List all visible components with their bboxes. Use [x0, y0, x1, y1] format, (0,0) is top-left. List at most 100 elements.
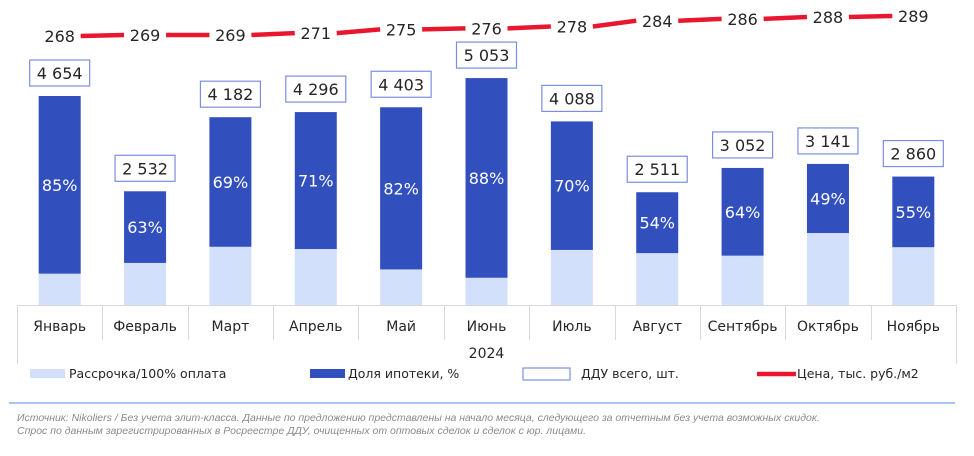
price-label: 275: [386, 20, 417, 39]
bar-mortgage: [892, 176, 935, 248]
mortgage-share-label: 63%: [127, 218, 163, 237]
total-label: 5 053: [464, 46, 510, 65]
category-label: Ноябрь: [887, 319, 940, 335]
legend-label-mortgage: Доля ипотеки, %: [348, 366, 459, 381]
bar-installment: [636, 253, 679, 305]
bar-mortgage: [465, 78, 508, 278]
total-label: 4 182: [208, 85, 254, 104]
total-label: 2 532: [122, 159, 168, 178]
mortgage-share-label: 88%: [469, 169, 505, 188]
legend-label-total: ДДУ всего, шт.: [581, 366, 679, 381]
category-label: Апрель: [289, 319, 342, 335]
price-label: 284: [642, 12, 673, 31]
price-line-segment: [422, 26, 466, 32]
total-label-box: [711, 131, 774, 159]
total-label: 4 296: [293, 80, 339, 99]
legend-swatch-mortgage: [310, 369, 345, 378]
category-axis: Январь Февраль Март Апрель Май Июнь Июль Август…: [17, 305, 957, 364]
price-label: 269: [130, 26, 161, 45]
price-line: [80, 13, 893, 39]
bar-installment: [380, 269, 423, 305]
price-line-segment: [336, 27, 381, 36]
price-label: 288: [813, 8, 844, 27]
total-label-box: [370, 70, 432, 98]
price-label: 289: [898, 7, 929, 26]
legend-label-price: Цена, тыс. руб./м2: [797, 366, 919, 381]
mortgage-share-label: 70%: [554, 177, 590, 196]
total-label-box: [455, 41, 518, 69]
price-label: 276: [471, 19, 502, 38]
bar-mortgage: [636, 192, 679, 254]
category-label: Август: [633, 319, 682, 335]
legend-swatch-total: [522, 367, 571, 381]
total-label-box: [797, 127, 859, 155]
bar-installment: [892, 247, 935, 305]
bar-installment: [465, 277, 508, 305]
legend-label-installment: Рассрочка/100% оплата: [69, 366, 226, 381]
price-line-segment: [763, 14, 808, 22]
footnote-divider: [9, 402, 955, 404]
mortgage-share-label: 71%: [298, 172, 334, 191]
category-label: Январь: [33, 319, 86, 335]
total-label-box: [882, 139, 944, 168]
price-label: 268: [44, 27, 75, 46]
data-labels: 85% 4 654 63% 2 532 69% 4 182 71% 4 296 82% 4 403…: [29, 7, 944, 237]
total-label-box: [114, 154, 176, 182]
mortgage-share-label: 49%: [810, 190, 846, 209]
mortgage-share-label: 69%: [213, 173, 249, 192]
bars: [38, 78, 935, 305]
bar-mortgage: [806, 163, 849, 234]
legend: Рассрочка/100% оплата Доля ипотеки, % ДДУ …: [30, 366, 919, 381]
category-label: Сентябрь: [708, 319, 778, 335]
price-line-segment: [592, 18, 637, 29]
price-label: 269: [215, 26, 246, 45]
mortgage-share-label: 64%: [725, 203, 761, 222]
category-label: Июль: [552, 319, 591, 335]
total-label-box: [626, 155, 688, 183]
total-label: 4 088: [549, 89, 595, 108]
bar-mortgage: [550, 121, 593, 250]
total-label: 3 141: [805, 132, 851, 151]
bar-installment: [721, 255, 764, 305]
bar-mortgage: [294, 112, 337, 250]
total-label: 3 052: [720, 136, 766, 155]
category-label: Февраль: [113, 319, 177, 335]
bar-mortgage: [124, 191, 167, 263]
total-label: 2 511: [634, 160, 680, 179]
price-line-segment: [678, 16, 722, 24]
bar-installment: [294, 249, 337, 305]
bar-mortgage: [721, 167, 764, 256]
category-label: Октябрь: [797, 319, 859, 335]
footnote: Источник: Nikoliers / Без учета элит-кла…: [17, 412, 962, 438]
price-line-segment: [848, 13, 893, 20]
price-line-segment: [80, 32, 125, 39]
price-label: 271: [300, 24, 331, 43]
total-label-box: [541, 84, 603, 113]
bar-installment: [550, 249, 593, 305]
price-line-segment: [507, 24, 551, 31]
total-label: 4 654: [37, 64, 83, 83]
total-label-box: [199, 80, 262, 108]
total-label: 4 403: [378, 75, 424, 94]
x-axis-title: 2024: [469, 346, 505, 362]
bar-mortgage: [380, 107, 423, 270]
category-label: Март: [212, 319, 250, 335]
footnote-line-1: Источник: Nikoliers / Без учета элит-кла…: [17, 412, 820, 424]
bar-installment: [806, 233, 849, 305]
footnote-line-2: Спрос по данным зарегистрированных в Рос…: [17, 425, 586, 437]
bar-mortgage: [209, 117, 252, 247]
mortgage-share-label: 54%: [639, 214, 675, 233]
mortgage-share-label: 55%: [896, 203, 932, 222]
price-line-segment: [251, 30, 295, 38]
chart: Январь Февраль Март Апрель Май Июнь Июль Август…: [17, 7, 957, 381]
category-label: Июнь: [467, 319, 507, 335]
price-label: 286: [727, 10, 758, 29]
bar-mortgage: [38, 96, 81, 274]
legend-swatch-installment: [30, 369, 65, 378]
total-label: 2 860: [890, 145, 936, 164]
bar-installment: [209, 246, 252, 305]
bar-installment: [38, 273, 81, 305]
mortgage-share-label: 82%: [383, 179, 419, 198]
bar-installment: [124, 262, 167, 305]
category-label: Май: [386, 319, 416, 335]
